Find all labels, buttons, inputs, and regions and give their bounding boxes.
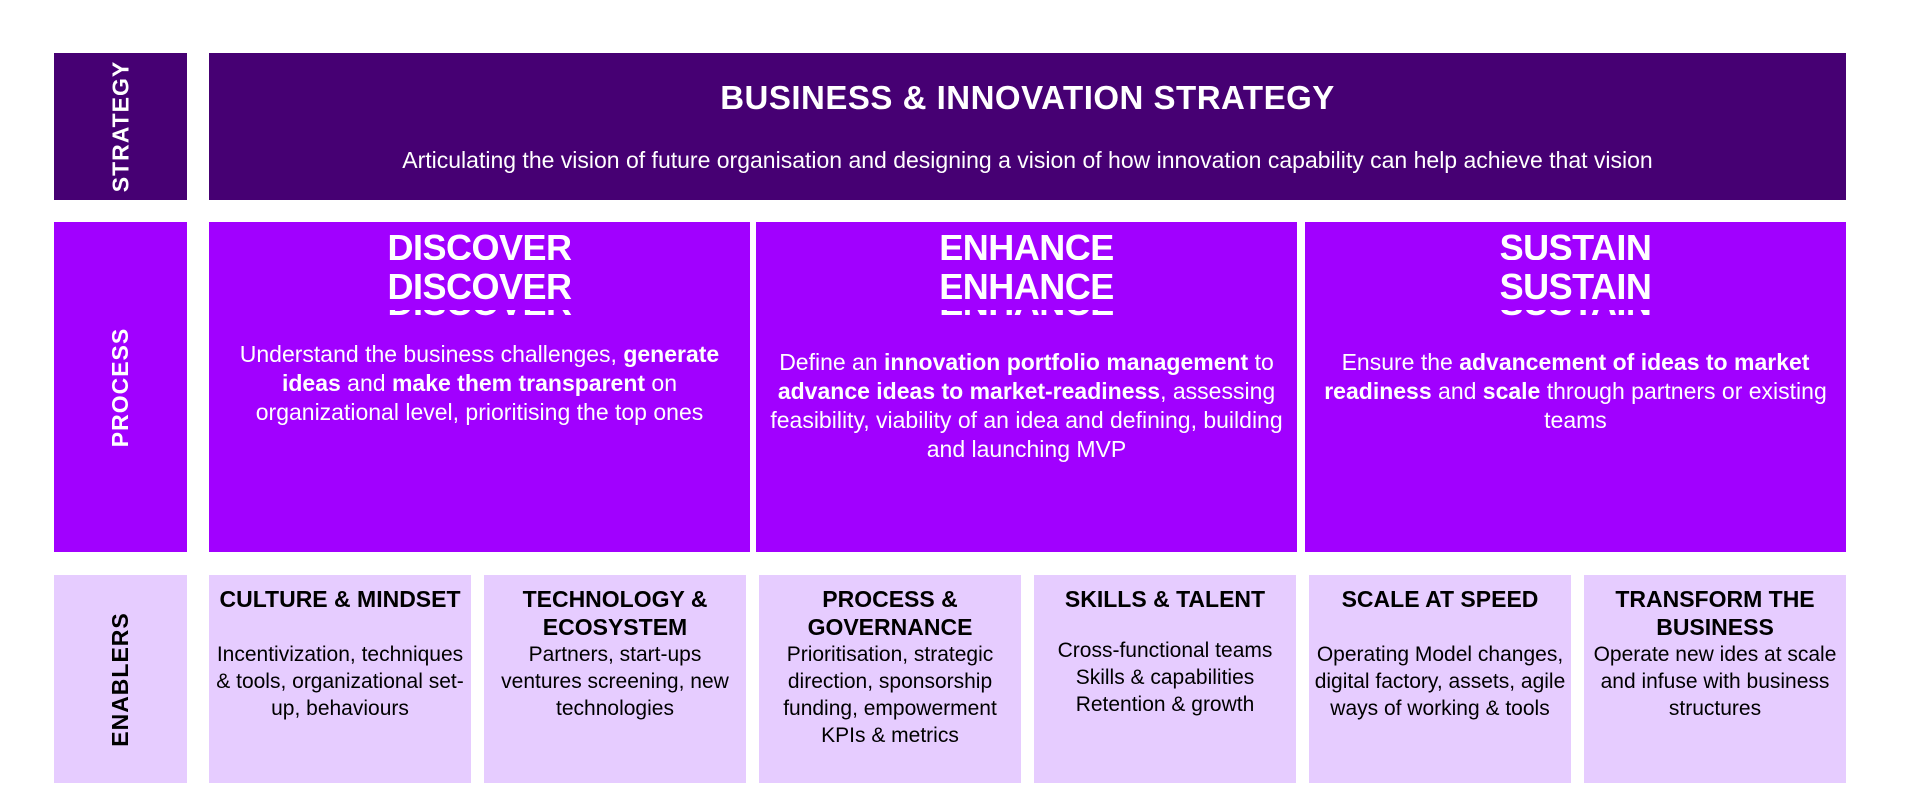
enabler-title: SCALE AT SPEED — [1341, 586, 1539, 612]
enabler-line: Operate new ides at scale and infuse wit… — [1593, 643, 1837, 720]
enhance-text-3: to — [1248, 349, 1274, 375]
discover-text-1: Understand the business challenges, — [239, 341, 624, 367]
sustain-title: SUSTAIN — [1499, 266, 1652, 307]
process-row-label: PROCESS — [54, 222, 187, 552]
enhance-text-1: Define an — [779, 349, 885, 375]
sustain-title-echo-bottom: SUSTAIN — [1305, 310, 1846, 326]
process-discover-panel: DISCOVER DISCOVER DISCOVER Understand th… — [209, 222, 750, 552]
strategy-title: BUSINESS & INNOVATION STRATEGY — [720, 79, 1335, 116]
enabler-line: Incentivization, techniques & tools, org… — [216, 643, 464, 720]
sustain-text-1: Ensure the — [1341, 349, 1460, 375]
process-label: PROCESS — [106, 327, 133, 447]
enabler-line: Operating Model changes, digital factory… — [1314, 643, 1566, 720]
discover-description: Understand the business challenges, gene… — [219, 340, 740, 427]
enabler-technology-ecosystem: TECHNOLOGY & ECOSYSTEM Partners, start-u… — [484, 575, 746, 783]
discover-text-2: generate ideas — [281, 341, 720, 396]
enhance-title-group: ENHANCE ENHANCE ENHANCE — [756, 234, 1297, 323]
discover-title-echo-top: DISCOVER — [387, 234, 572, 260]
enabler-line: Retention & growth — [1075, 693, 1255, 716]
enabler-title: PROCESS & GOVERNANCE — [807, 586, 973, 640]
enhance-text-2: innovation portfolio management — [884, 349, 1249, 375]
enhance-description: Define an innovation portfolio managemen… — [766, 348, 1287, 464]
enabler-title: TRANSFORM THE BUSINESS — [1615, 586, 1815, 640]
discover-title-group: DISCOVER DISCOVER DISCOVER — [209, 234, 750, 323]
enabler-description: Incentivization, techniques & tools, org… — [213, 641, 467, 722]
enabler-description: Partners, start-ups ventures screening, … — [488, 641, 742, 722]
enhance-title: ENHANCE — [939, 266, 1114, 307]
enabler-line: Cross-functional teams — [1057, 639, 1273, 662]
enablers-row-label: ENABLERS — [54, 575, 187, 783]
strategy-label: STRATEGY — [107, 60, 133, 193]
sustain-text-3: and — [1431, 378, 1483, 404]
enabler-description: Operating Model changes, digital factory… — [1313, 641, 1567, 722]
enabler-line: Partners, start-ups ventures screening, … — [501, 643, 729, 720]
discover-title: DISCOVER — [387, 266, 572, 307]
enabler-skills-talent: SKILLS & TALENT Cross-functional teams S… — [1034, 575, 1296, 783]
discover-text-4: make them transparent — [391, 370, 646, 396]
enabler-line: Skills & capabilities — [1075, 666, 1255, 689]
discover-title-echo-bottom: DISCOVER — [209, 310, 750, 326]
enhance-title-echo-top: ENHANCE — [939, 234, 1114, 260]
sustain-description: Ensure the advancement of ideas to marke… — [1315, 348, 1836, 435]
enabler-description: Prioritisation, strategic direction, spo… — [763, 641, 1017, 749]
enhance-title-echo-bottom: ENHANCE — [756, 310, 1297, 326]
enablers-label: ENABLERS — [107, 611, 134, 747]
enabler-culture-mindset: CULTURE & MINDSET Incentivization, techn… — [209, 575, 471, 783]
discover-text-3: and — [340, 370, 392, 396]
sustain-title-group: SUSTAIN SUSTAIN SUSTAIN — [1305, 234, 1846, 323]
enabler-line: Prioritisation, strategic direction, spo… — [783, 643, 997, 720]
sustain-title-echo-top: SUSTAIN — [1499, 234, 1652, 260]
strategy-panel: BUSINESS & INNOVATION STRATEGY Articulat… — [209, 53, 1846, 200]
process-sustain-panel: SUSTAIN SUSTAIN SUSTAIN Ensure the advan… — [1305, 222, 1846, 552]
discover-text-5: on organizational level, prioritising th… — [255, 370, 704, 425]
enabler-scale-at-speed: SCALE AT SPEED Operating Model changes, … — [1309, 575, 1571, 783]
sustain-text-4: scale — [1482, 378, 1541, 404]
enabler-title: TECHNOLOGY & ECOSYSTEM — [522, 586, 708, 640]
process-enhance-panel: ENHANCE ENHANCE ENHANCE Define an innova… — [756, 222, 1297, 552]
enhance-text-4: advance ideas to market-readiness — [777, 378, 1161, 404]
enabler-line: KPIs & metrics — [821, 724, 959, 747]
strategy-description: Articulating the vision of future organi… — [402, 147, 1653, 173]
enabler-description: Cross-functional teams Skills & capabili… — [1038, 637, 1292, 718]
enabler-transform-the-business: TRANSFORM THE BUSINESS Operate new ides … — [1584, 575, 1846, 783]
enhance-text-5: , assessing feasibility, viability of an… — [770, 378, 1283, 462]
enabler-process-governance: PROCESS & GOVERNANCE Prioritisation, str… — [759, 575, 1021, 783]
enabler-description: Operate new ides at scale and infuse wit… — [1588, 641, 1842, 722]
enabler-title: SKILLS & TALENT — [1064, 586, 1266, 612]
sustain-text-2: advancement of ideas to market readiness — [1324, 349, 1810, 404]
sustain-text-5: through partners or existing teams — [1540, 378, 1827, 433]
strategy-row-label: STRATEGY — [54, 53, 187, 200]
enabler-title: CULTURE & MINDSET — [219, 586, 461, 612]
